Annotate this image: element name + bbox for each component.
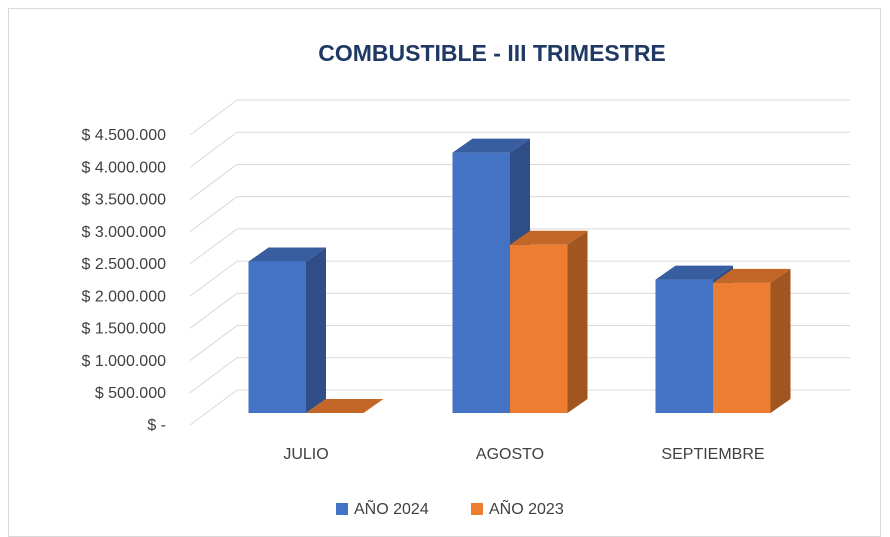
grid-line-floor [189,196,238,233]
bar-front [510,244,568,413]
grid-line-floor [189,325,238,361]
y-tick-label: $ 1.000.000 [81,353,166,370]
legend-label: AÑO 2024 [354,498,429,518]
y-tick-label: $ 2.000.000 [81,288,166,305]
grid-line-floor [189,260,238,297]
x-tick-label: SEPTIEMBRE [661,446,764,463]
legend-swatch [471,503,483,515]
bar-top [452,138,530,153]
chart-title: COMBUSTIBLE - III TRIMESTRE [318,40,666,66]
y-tick-label: $ 1.500.000 [81,321,166,338]
grid-line-floor [189,99,238,136]
grid-line-floor [189,389,238,426]
grid-line-floor [189,164,238,200]
legend-label: AÑO 2023 [489,498,564,518]
y-tick-label: $ 2.500.000 [81,256,166,273]
bar-side [567,230,588,413]
bar-top [713,268,791,283]
bar-top [510,230,588,245]
grid-line-floor [189,357,238,394]
bar-top [248,247,326,262]
y-tick-label: $ 4.500.000 [81,127,166,144]
x-tick-label: AGOSTO [476,446,544,463]
bar-side [306,247,326,413]
bar-front [713,282,771,413]
bar-front [452,152,510,413]
y-tick-label: $ 500.000 [95,385,166,402]
bar [713,268,791,413]
bar [248,247,326,413]
bar-top [655,265,733,280]
bar-side [770,268,791,413]
y-tick-label: $ 3.500.000 [81,192,166,209]
bar [510,230,588,413]
legend-swatch [336,503,348,515]
bar-top [306,399,384,413]
bar-front [655,279,713,413]
grid-line-floor [189,228,238,265]
x-tick-label: JULIO [283,446,328,463]
bar-front [248,261,306,413]
grid-line-floor [189,292,238,329]
y-tick-label: $ 4.000.000 [81,159,166,176]
y-tick-label: $ - [147,417,166,434]
y-tick-label: $ 3.000.000 [81,224,166,241]
bar [306,399,384,413]
grid-line-floor [189,131,238,168]
